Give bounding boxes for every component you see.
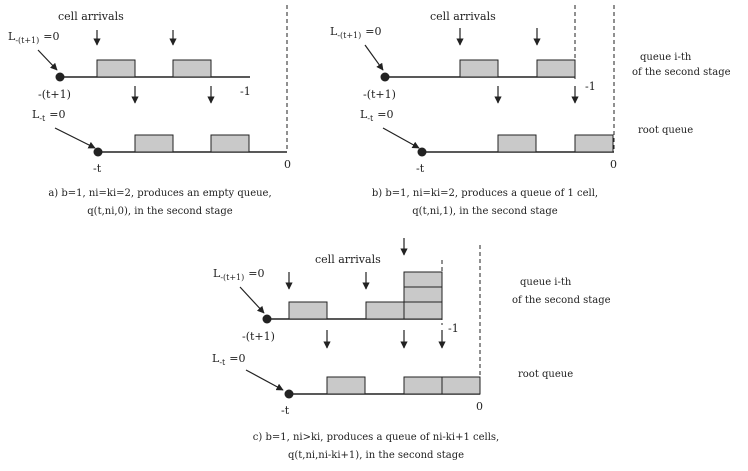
panel-a-upper-pointer-arrow	[37, 49, 58, 71]
panel-a-tick-t: -t	[93, 162, 102, 175]
panel-a-lower-L-label: L-t =0	[32, 108, 65, 123]
panel-a-upper-L-label: L-(t+1) =0	[8, 30, 59, 45]
panel-a-tick-0: 0	[284, 158, 291, 171]
panel-c-caption-line-2: q(t,ni,ni-ki+1), in the second stage	[288, 450, 464, 461]
panel-a-upper-start-dot	[55, 72, 65, 82]
panel-b-tick-t: -t	[416, 162, 425, 175]
top-queue-ith-label-line-2: of the second stage	[632, 67, 731, 78]
panel-b-upper-L-label: L-(t+1) =0	[330, 25, 381, 40]
panel-b-cell-arrivals-label: cell arrivals	[430, 10, 496, 23]
panel-a-upper-cell-2	[172, 59, 212, 78]
panel-c-upper-pointer-arrow	[239, 286, 265, 314]
panel-c-tick-0: 0	[476, 400, 483, 413]
panel-b-lower-L-label: L-t =0	[360, 108, 393, 123]
bottom-queue-ith-label-line-1: queue i-th	[520, 277, 572, 288]
panel-c-lower-start-dot	[284, 389, 294, 399]
panel-c-caption-line-1: c) b=1, ni>ki, produces a queue of ni-ki…	[253, 432, 499, 443]
panel-b-caption-line-2: q(t,ni,1), in the second stage	[412, 206, 558, 217]
panel-c-cell-arrivals-label: cell arrivals	[315, 253, 381, 266]
panel-b-lower-pointer-arrow	[382, 127, 420, 149]
panel-a-caption-line-2: q(t,ni,0), in the second stage	[87, 206, 233, 217]
panel-c-upper-stack-cell-3	[403, 271, 443, 288]
panel-b-lower-start-dot	[417, 147, 427, 157]
panel-b-lower-cell-1	[497, 134, 537, 153]
panel-a-lower-cell-1	[134, 134, 174, 153]
panel-c-tick-minus1: -1	[448, 322, 459, 335]
panel-c-lower-cell-1	[326, 376, 366, 395]
panel-b-tick-minus1: -1	[585, 80, 596, 93]
panel-c-lower-pointer-arrow	[245, 369, 284, 391]
panel-a-caption-line-1: a) b=1, ni=ki=2, produces an empty queue…	[48, 188, 271, 199]
panel-a-lower-cell-2	[210, 134, 250, 153]
panel-c-upper-cell-1	[288, 301, 328, 320]
panel-c-upper-stack-cell-2	[403, 286, 443, 303]
panel-c-upper-L-label: L-(t+1) =0	[213, 267, 264, 282]
panel-a-cell-arrivals-label: cell arrivals	[58, 10, 124, 23]
panel-a: cell arrivals L-(t+1) =0 -(t+1) -1 L-t =0 …	[8, 5, 291, 217]
panel-c-tick-t: -t	[281, 404, 290, 417]
top-queue-ith-label-line-1: queue i-th	[640, 52, 692, 63]
top-root-queue-label: root queue	[638, 125, 693, 136]
panel-b-upper-start-dot	[380, 72, 390, 82]
panel-c: cell arrivals L-(t+1) =0 -(t+1) -1 L-t =0 …	[212, 238, 499, 461]
bottom-queue-ith-label-line-2: of the second stage	[512, 295, 611, 306]
panel-a-lower-pointer-arrow	[54, 127, 96, 149]
panel-b: cell arrivals L-(t+1) =0 -(t+1) -1 L-t =0 …	[330, 5, 617, 217]
panel-b-tick-t1: -(t+1)	[363, 88, 396, 101]
panel-b-upper-cell-1	[459, 59, 499, 78]
panel-c-upper-cell-2	[365, 301, 405, 320]
bottom-root-queue-label: root queue	[518, 369, 573, 380]
panel-c-lower-L-label: L-t =0	[212, 352, 245, 367]
panel-c-lower-cell-3	[441, 376, 481, 395]
panel-a-tick-t1: -(t+1)	[38, 88, 71, 101]
panel-b-upper-pointer-arrow	[364, 44, 384, 71]
panel-b-lower-cell-2	[574, 134, 614, 153]
panel-a-lower-start-dot	[93, 147, 103, 157]
panel-c-lower-cell-2	[403, 376, 443, 395]
panel-c-upper-stack-cell-1	[403, 301, 443, 320]
panel-b-caption-line-1: b) b=1, ni=ki=2, produces a queue of 1 c…	[372, 188, 598, 199]
panel-b-tick-0: 0	[610, 158, 617, 171]
panel-b-upper-cell-2	[536, 59, 576, 78]
panel-c-tick-t1: -(t+1)	[242, 330, 275, 343]
panel-a-upper-cell-1	[96, 59, 136, 78]
panel-a-tick-minus1: -1	[240, 85, 251, 98]
panel-c-upper-start-dot	[262, 314, 272, 324]
